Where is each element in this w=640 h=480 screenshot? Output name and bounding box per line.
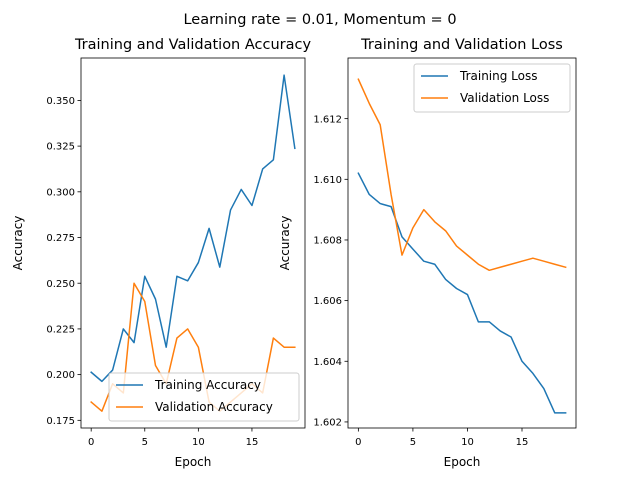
loss-chart-x-tick-label: 0 [355, 437, 361, 448]
loss-chart-x-tick-label: 15 [516, 437, 529, 448]
accuracy-chart-y-tick-label: 0.250 [46, 279, 75, 290]
accuracy-chart-axes-frame [80, 57, 306, 429]
accuracy-chart-x-tick-label: 15 [246, 437, 259, 448]
accuracy-chart: Training and Validation Accuracy Epoch A… [11, 37, 311, 469]
loss-chart-legend-label: Training Loss [459, 69, 537, 83]
accuracy-chart-legend-label: Validation Accuracy [155, 400, 273, 414]
loss-chart-y-tick-label: 1.606 [313, 296, 342, 307]
accuracy-chart-y-axis-label: Accuracy [11, 216, 25, 271]
accuracy-chart-title: Training and Validation Accuracy [74, 37, 312, 53]
accuracy-chart-y-tick-label: 0.350 [46, 96, 75, 107]
loss-chart-series-line-0 [357, 172, 567, 414]
accuracy-chart-y-tick-label: 0.175 [46, 416, 75, 427]
loss-chart-axes-frame [347, 57, 577, 429]
accuracy-chart-legend [108, 372, 300, 422]
loss-chart: Training and Validation Loss Epoch Accur… [278, 37, 577, 469]
loss-chart-y-tick-label: 1.612 [313, 114, 342, 125]
accuracy-chart-x-tick-label: 0 [88, 437, 94, 448]
accuracy-chart-y-tick-label: 0.325 [46, 142, 75, 153]
loss-chart-y-tick-label: 1.608 [313, 236, 342, 247]
accuracy-chart-x-axis-label: Epoch [175, 455, 212, 469]
loss-chart-legend-label: Validation Loss [460, 91, 549, 105]
accuracy-chart-y-tick-label: 0.225 [46, 325, 75, 336]
loss-chart-series-line-1 [357, 78, 567, 272]
loss-chart-x-tick-label: 10 [461, 437, 474, 448]
loss-chart-legend [413, 63, 571, 113]
loss-chart-x-axis-label: Epoch [444, 455, 481, 469]
loss-chart-y-axis-label: Accuracy [278, 216, 292, 271]
accuracy-chart-series-line-0 [90, 74, 296, 383]
loss-chart-y-tick-label: 1.610 [313, 175, 342, 186]
accuracy-chart-x-tick-label: 5 [142, 437, 148, 448]
accuracy-chart-y-tick-label: 0.300 [46, 187, 75, 198]
loss-chart-y-tick-label: 1.604 [313, 357, 342, 368]
accuracy-chart-y-tick-label: 0.275 [46, 233, 75, 244]
figure-suptitle: Learning rate = 0.01, Momentum = 0 [183, 12, 456, 28]
loss-chart-x-tick-label: 5 [410, 437, 416, 448]
accuracy-chart-x-tick-label: 10 [192, 437, 205, 448]
loss-chart-y-tick-label: 1.602 [313, 418, 342, 429]
accuracy-chart-legend-label: Training Accuracy [154, 378, 261, 392]
accuracy-chart-y-tick-label: 0.200 [46, 370, 75, 381]
loss-chart-title: Training and Validation Loss [360, 37, 563, 53]
